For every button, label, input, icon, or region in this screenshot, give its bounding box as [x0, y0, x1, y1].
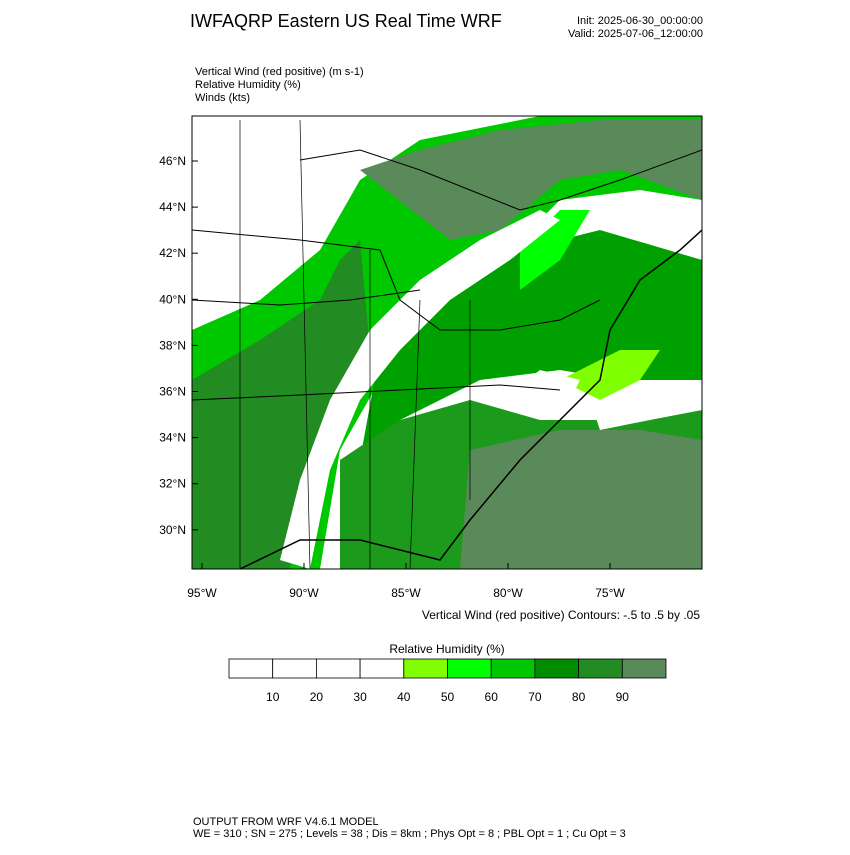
humidity-region [520, 210, 590, 290]
valid-time: Valid: 2025-07-06_12:00:00 [568, 28, 703, 40]
dry-band [500, 370, 580, 410]
humidity-region [360, 230, 702, 460]
state-line [239, 119, 471, 569]
footer-line: OUTPUT FROM WRF V4.6.1 MODEL [193, 816, 379, 828]
colorbar-box [447, 658, 492, 679]
contour-note: Vertical Wind (red positive) Contours: -… [422, 608, 700, 622]
humidity-region [560, 350, 660, 400]
lat-label: 44°N [159, 200, 186, 214]
footer-line: WE = 310 ; SN = 275 ; Levels = 38 ; Dis … [193, 828, 626, 840]
colorbar: 10 20 30 40 50 60 70 80 90 [228, 658, 667, 704]
lon-label: 80°W [493, 586, 523, 600]
colorbar-box [534, 658, 580, 679]
init-time: Init: 2025-06-30_00:00:00 [577, 15, 703, 27]
lat-label: 34°N [159, 431, 186, 445]
colorbar-title: Relative Humidity (%) [389, 642, 504, 656]
colorbar-box [272, 658, 317, 679]
colorbar-label: 10 [266, 690, 280, 704]
lon-label: 90°W [289, 586, 319, 600]
colorbar-box [578, 658, 623, 679]
lat-label: 42°N [159, 246, 186, 260]
lat-label: 46°N [159, 154, 186, 168]
state-line [192, 384, 561, 401]
colorbar-label: 40 [397, 690, 411, 704]
colorbar-box [621, 658, 667, 679]
humidity-region [590, 380, 702, 430]
lon-label: 95°W [187, 586, 217, 600]
dry-region [192, 116, 330, 300]
lat-label: 40°N [159, 292, 186, 306]
colorbar-label: 30 [353, 690, 367, 704]
lat-label: 32°N [159, 477, 186, 491]
state-line [192, 289, 421, 306]
coastline [239, 229, 702, 569]
colorbar-label: 70 [528, 690, 542, 704]
title: IWFAQRP Eastern US Real Time WRF [190, 11, 502, 31]
colorbar-label: 90 [616, 690, 630, 704]
dry-band [280, 210, 560, 569]
lon-label: 75°W [595, 586, 625, 600]
colorbar-box [490, 658, 536, 679]
map-frame [191, 115, 703, 570]
lon-label: 85°W [391, 586, 421, 600]
colorbar-box [228, 658, 274, 679]
humidity-region [360, 120, 702, 240]
colorbar-box [403, 658, 448, 679]
lat-label: 30°N [159, 523, 186, 537]
colorbar-label: 80 [572, 690, 586, 704]
colorbar-label: 60 [485, 690, 499, 704]
lat-label: 36°N [159, 385, 186, 399]
humidity-region [460, 430, 702, 569]
colorbar-box [359, 658, 405, 679]
colorbar-box [315, 658, 361, 679]
colorbar-label: 50 [441, 690, 455, 704]
colorbar-label: 20 [310, 690, 324, 704]
humidity-region [192, 240, 370, 569]
field-label: Vertical Wind (red positive) (m s-1) [195, 66, 364, 78]
map-axes: 46°N 44°N 42°N 40°N 38°N 36°N 34°N 32°N 30°N 95°W… [159, 154, 625, 600]
border-line [299, 149, 702, 211]
field-label: Relative Humidity (%) [195, 79, 301, 91]
map-field [192, 116, 702, 569]
state-line [192, 229, 601, 331]
lat-label: 38°N [159, 338, 186, 352]
field-label: Winds (kts) [195, 92, 250, 104]
